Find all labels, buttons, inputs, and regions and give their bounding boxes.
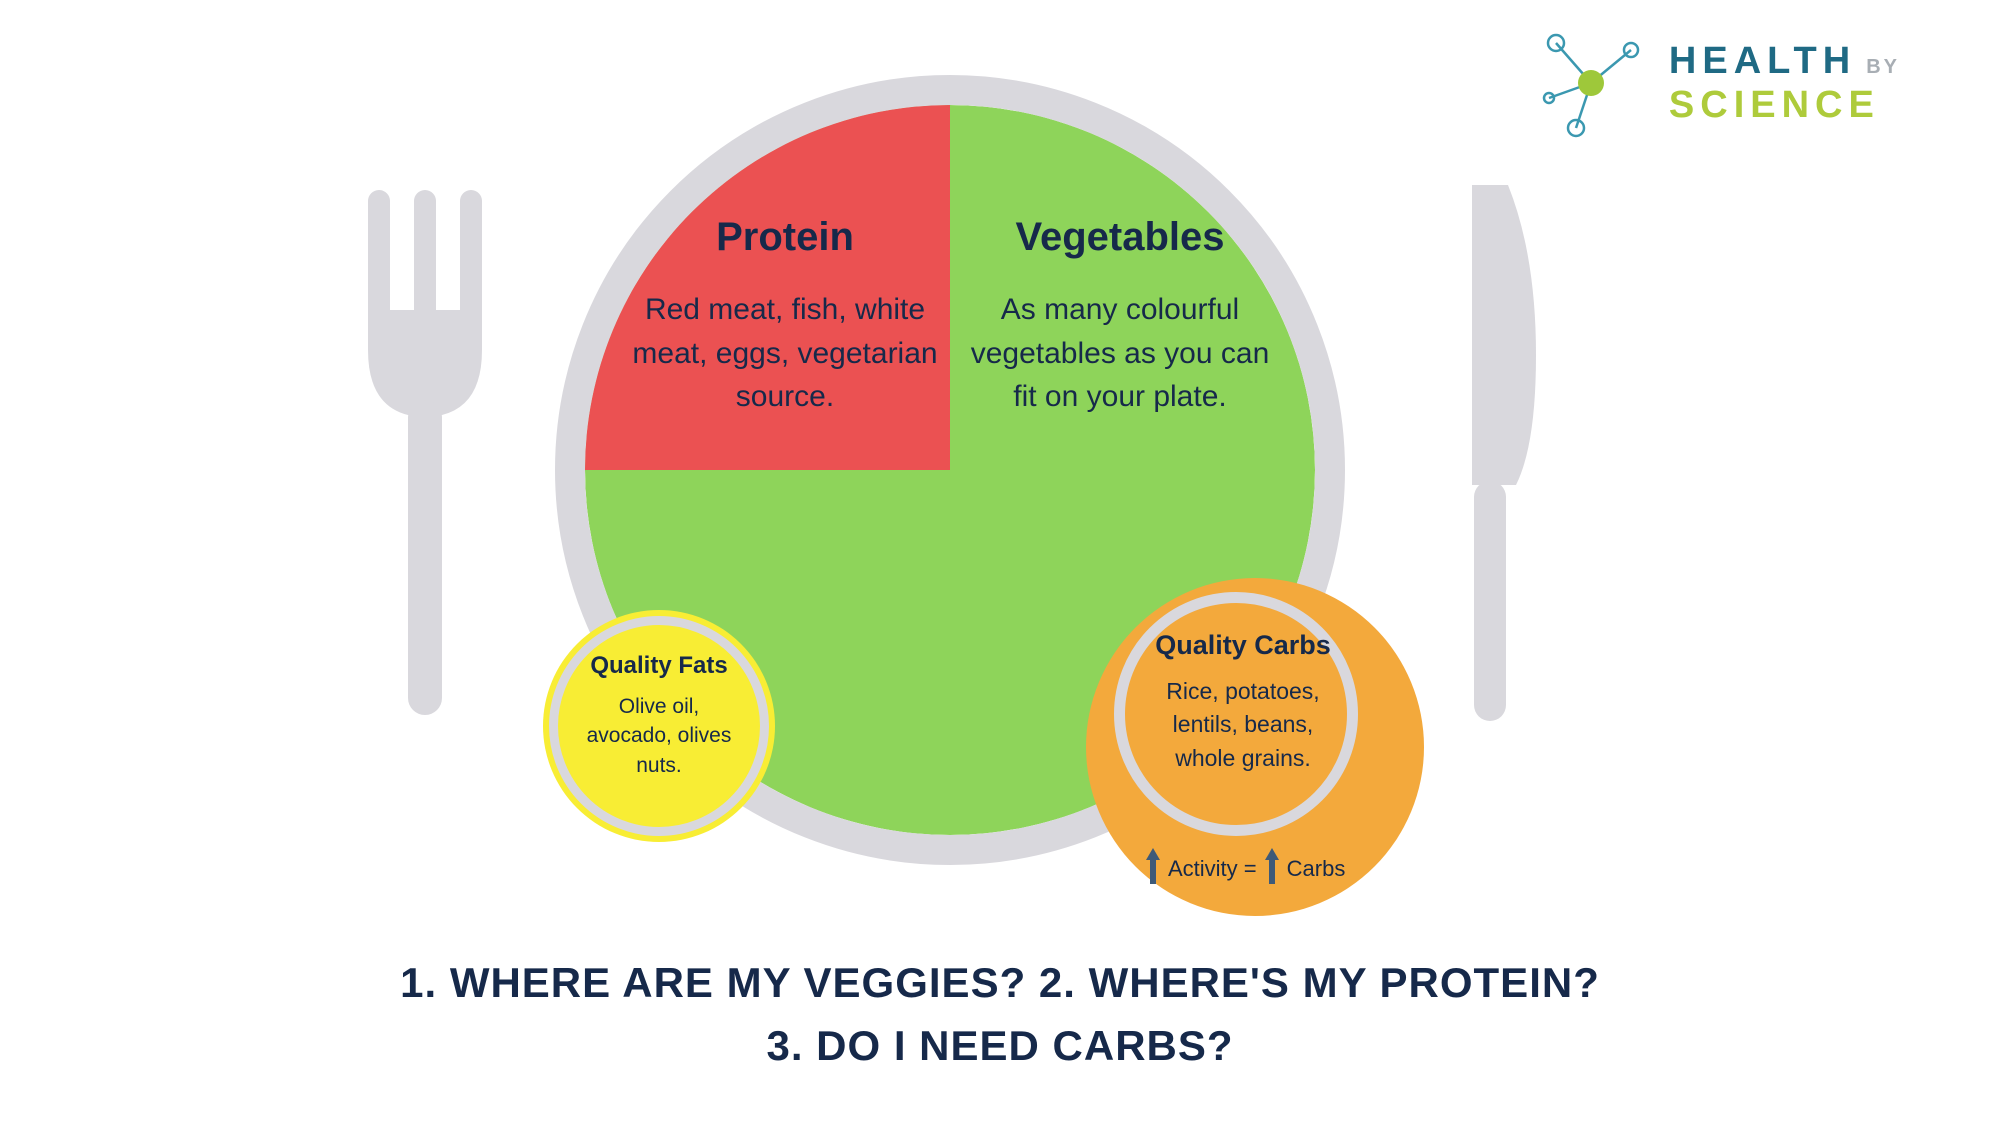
quality-carbs-bubble: Quality Carbs Rice, potatoes, lentils, b… xyxy=(1086,578,1424,916)
vegetables-label-block: Vegetables As many colourful vegetables … xyxy=(960,215,1280,419)
logo-text-by: BY xyxy=(1866,57,1900,77)
up-arrow-icon xyxy=(1144,846,1162,892)
vegetables-title: Vegetables xyxy=(960,215,1280,260)
logo-text-science: SCIENCE xyxy=(1669,86,1900,124)
carbs-word: Carbs xyxy=(1287,856,1346,882)
protein-body: Red meat, fish, white meat, eggs, vegeta… xyxy=(625,288,945,419)
logo-text-health: HEALTH xyxy=(1669,42,1856,80)
protein-title: Protein xyxy=(625,215,945,260)
footer-line-2: 3. DO I NEED CARBS? xyxy=(0,1014,2000,1077)
activity-label: Activity = xyxy=(1168,856,1257,882)
vegetables-body: As many colourful vegetables as you can … xyxy=(960,288,1280,419)
protein-label-block: Protein Red meat, fish, white meat, eggs… xyxy=(625,215,945,419)
footer-line-1: 1. WHERE ARE MY VEGGIES? 2. WHERE'S MY P… xyxy=(0,951,2000,1014)
brand-logo: HEALTH BY SCIENCE xyxy=(1531,28,1900,138)
fats-title: Quality Fats xyxy=(590,652,727,680)
activity-equals-carbs: Activity = Carbs xyxy=(1144,846,1345,892)
footer-questions: 1. WHERE ARE MY VEGGIES? 2. WHERE'S MY P… xyxy=(0,951,2000,1077)
quality-fats-bubble: Quality Fats Olive oil, avocado, olives … xyxy=(543,610,775,842)
knife-icon xyxy=(1440,185,1550,740)
fats-body: Olive oil, avocado, olives nuts. xyxy=(574,692,744,780)
fork-icon xyxy=(350,190,500,735)
carbs-title: Quality Carbs xyxy=(1155,630,1331,661)
logo-network-icon xyxy=(1531,28,1651,138)
carbs-body: Rice, potatoes, lentils, beans, whole gr… xyxy=(1143,675,1343,775)
up-arrow-icon xyxy=(1263,846,1281,892)
